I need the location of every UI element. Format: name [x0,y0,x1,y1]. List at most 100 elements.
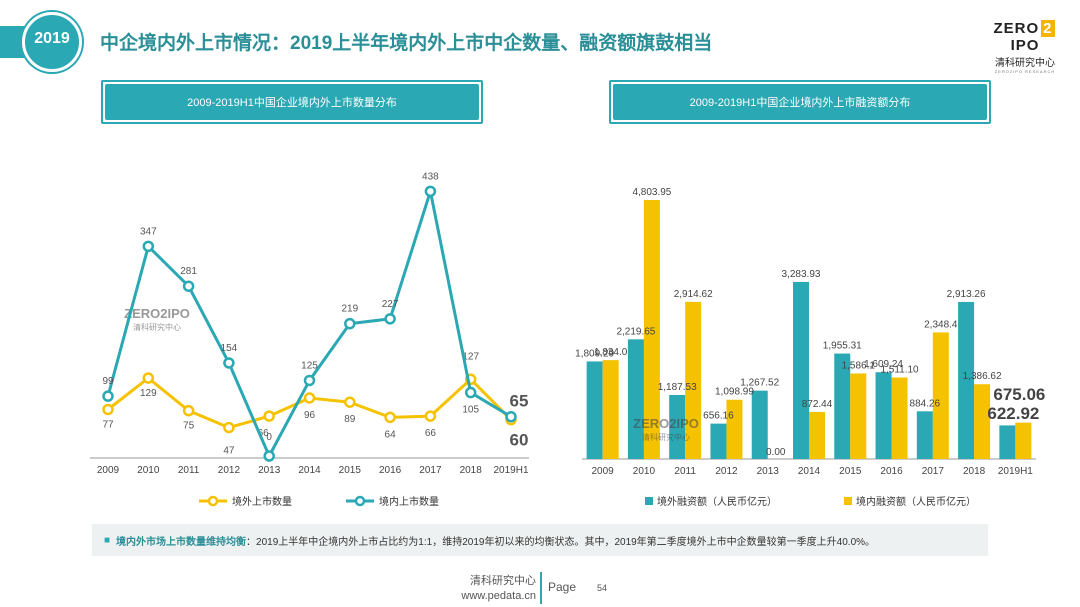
right-x-tick-2016: 2016 [880,466,903,477]
right-bar-0-5 [793,281,809,459]
right-data-label-0-2: 1,187.53 [658,382,697,393]
left-point-0-1 [142,372,155,384]
footer-url[interactable]: www.pedata.cn [461,590,536,602]
year-badge-label: 2019 [34,30,70,47]
right-x-tick-2017: 2017 [922,466,945,477]
brand-logo-tagline: ZERO2IPO RESEARCH [994,69,1056,74]
brand-logo: ZERO 2IPO 清科研究中心 ZERO2IPO RESEARCH [982,20,1068,74]
left-point-1-10 [505,410,517,423]
left-data-label-0-3: 47 [223,446,235,457]
right-bar-0-7 [875,372,892,459]
left-legend-swatch-dot-1 [354,495,366,507]
left-data-label-1-5: 125 [301,360,318,371]
left-data-label-1-9: 105 [462,405,479,416]
footer-page-label: Page [548,580,577,594]
right-legend-label-0: 境外融资额（人民币亿元） [657,495,777,508]
footer-divider [540,572,542,604]
right-bar-0-10 [999,425,1016,459]
left-legend-label-1: 境内上市数量 [379,495,439,508]
left-point-0-6 [344,396,356,408]
footer-org-name: 清科研究中心 [470,575,536,587]
right-x-tick-2011: 2011 [674,466,696,477]
right-data-label-0-3: 656.16 [703,411,734,422]
right-chart-title-box: 2009-2019H1中国企业境内外上市融资额分布 [609,80,991,124]
right-x-tick-2012: 2012 [715,466,738,477]
right-data-label-0-0: 1,809.29 [575,348,614,359]
left-point-1-3 [223,357,235,369]
page-title: 中企境内外上市情况：2019上半年境内外上市中企数量、融资额旗鼓相当 [100,33,713,54]
year-badge: 2019 [0,10,86,72]
right-bar-1-8 [932,332,949,459]
left-x-tick-2011: 2011 [178,465,200,476]
note-text: ：2019上半年中企境内外上市占比约为1:1，维持2019年初以来的均衡状态。其… [246,536,876,548]
left-data-label-0-9: 127 [462,351,479,362]
right-bar-0-8 [916,411,933,459]
right-data-label-1-8: 2,348.4 [924,319,958,330]
left-point-0-9 [464,373,477,386]
left-x-tick-2016: 2016 [379,465,402,476]
right-bar-1-10 [1015,422,1032,459]
left-point-1-1 [142,240,155,253]
left-point-1-6 [344,317,356,330]
right-x-tick-2015: 2015 [839,466,862,477]
left-x-tick-2014: 2014 [298,465,321,476]
right-data-label-0-9: 2,913.26 [947,289,986,300]
right-data-label-1-5: 872.44 [802,399,833,410]
left-x-tick-2013: 2013 [258,465,281,476]
left-data-label-1-8: 438 [422,171,439,182]
left-legend-label-0: 境外上市数量 [232,495,292,508]
year-badge-circle [22,12,82,72]
right-data-label-1-1: 4,803.95 [632,187,671,198]
left-data-label-1-2: 281 [180,266,197,277]
right-bar-0-1 [627,339,644,459]
note-bullet-icon: ■ [104,534,111,546]
left-watermark-text: ZERO2IPO [124,306,190,321]
note-lead: 境内外市场上市数量维持均衡 [116,536,247,548]
left-point-1-9 [464,386,477,399]
right-bar-0-4 [751,390,768,459]
right-bar-0-2 [669,394,686,459]
left-data-label-0-8: 66 [425,428,437,439]
right-x-tick-2013: 2013 [757,466,780,477]
left-data-label-0-2: 75 [183,421,195,432]
left-data-label-0-1: 129 [140,388,157,399]
right-data-label-1-6: 1,586.1 [842,360,876,371]
brand-logo-subtitle: 清科研究中心 [995,58,1055,69]
left-point-1-4 [263,450,275,462]
left-x-tick-2017: 2017 [419,465,442,476]
right-legend-swatch-1 [844,497,852,505]
left-data-label-1-0: 99 [102,376,114,387]
left-data-label-1-7: 227 [382,299,399,310]
right-data-label-1-10: 675.06 [993,385,1045,404]
right-x-tick-2009: 2009 [592,466,615,477]
left-point-1-5 [303,374,316,387]
left-data-label-1-6: 219 [341,304,358,315]
left-data-label-0-10: 60 [510,431,529,450]
left-point-0-0 [102,403,114,416]
right-x-tick-2010: 2010 [633,466,656,477]
right-watermark-sub: 清科研究中心 [642,432,690,442]
right-data-label-0-6: 1,955.31 [823,341,862,352]
left-point-0-10 [505,413,517,426]
left-watermark-sub: 清科研究中心 [133,322,181,332]
right-data-label-1-9: 1,386.62 [963,371,1002,382]
right-bar-1-9 [974,384,991,459]
left-point-1-7 [384,313,396,325]
left-data-label-0-6: 89 [344,414,356,425]
left-data-label-0-5: 96 [304,410,316,421]
right-bar-1-3 [726,399,743,459]
right-data-label-1-4: 0.00 [766,447,786,458]
right-legend-swatch-0 [645,497,653,505]
left-x-tick-2009: 2009 [97,465,120,476]
left-point-0-4 [263,410,275,422]
right-bar-1-1 [643,200,660,459]
right-data-label-1-3: 1,098.99 [715,387,754,398]
left-data-label-1-3: 154 [221,343,238,354]
insight-note: ■ 境内外市场上市数量维持均衡 ：2019上半年中企境内外上市占比约为1:1，维… [92,524,988,556]
left-point-0-3 [223,421,235,434]
right-data-label-0-5: 3,283.93 [782,269,821,280]
right-chart-title: 2009-2019H1中国企业境内外上市融资额分布 [613,84,987,120]
left-point-1-8 [424,185,437,198]
left-point-0-7 [384,411,396,424]
left-chart-title: 2009-2019H1中国企业境内外上市数量分布 [105,84,479,120]
